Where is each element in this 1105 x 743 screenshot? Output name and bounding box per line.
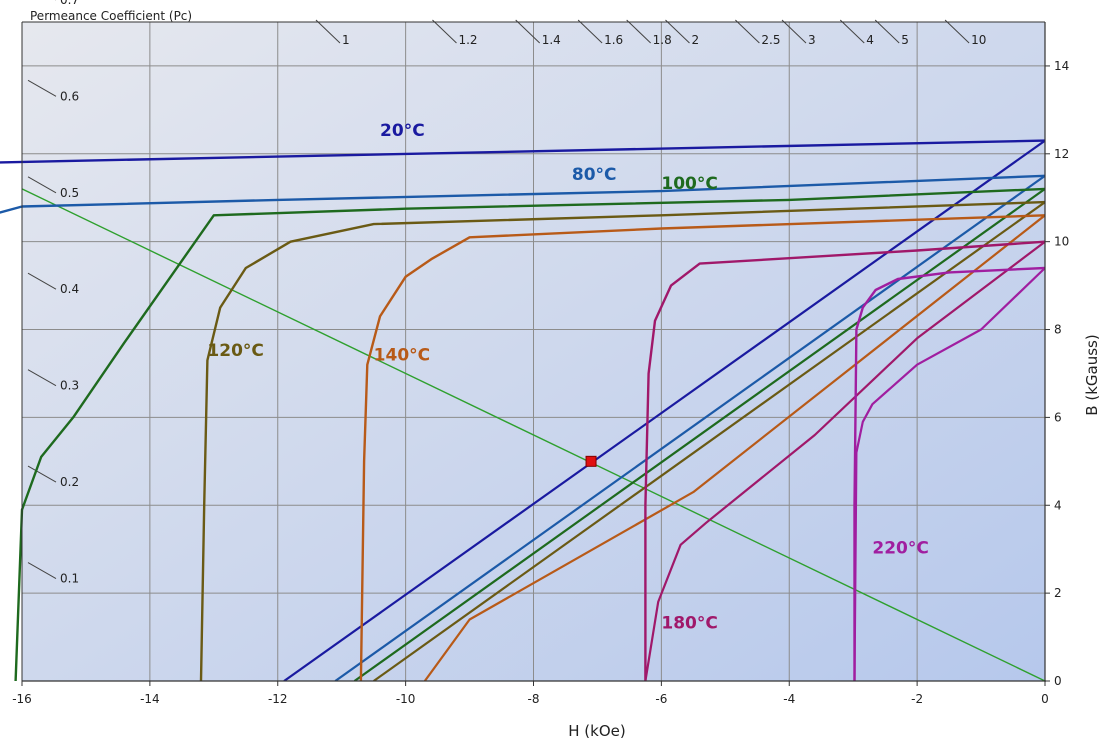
recoil-line-c120 [373, 201, 1045, 681]
x-tick-label: -8 [528, 692, 540, 706]
pc-tick-mark [515, 19, 541, 44]
pc-tick-label: 2.5 [761, 33, 780, 47]
pc-tick-mark [735, 19, 760, 44]
series-label-c100: 100°C [661, 174, 717, 194]
y-tick-label: 0 [1054, 674, 1062, 688]
y-tick-label: 2 [1054, 586, 1062, 600]
plot-curves [0, 139, 1045, 681]
temperature-labels: 20°C 80°C 100°C 120°C 140°C 180°C 220°C [207, 121, 928, 633]
series-label-c120: 120°C [207, 341, 263, 361]
recoil-line-c140 [423, 214, 1045, 681]
pc-tick-label: 1.4 [542, 33, 561, 47]
pc-tick-label: 0.6 [60, 89, 79, 103]
pc-tick-label: 0.2 [60, 475, 79, 489]
pc-tick-label: 5 [901, 33, 909, 47]
pc-tick-mark [626, 19, 651, 44]
y-tick-label: 4 [1054, 498, 1062, 512]
pc-tick-mark [781, 19, 807, 44]
demag-curve-c80 [0, 174, 1045, 214]
pc-tick-label: 1.6 [604, 33, 623, 47]
x-tick-label: 0 [1041, 692, 1049, 706]
pc-axis-title: Permeance Coefficient (Pc) [30, 9, 192, 23]
series-label-c180: 180°C [661, 613, 717, 633]
demag-curve-c100 [14, 187, 1045, 681]
pc-tick-mark [27, 79, 57, 97]
y-tick-label: 8 [1054, 323, 1062, 337]
pc-tick-label: 1 [342, 33, 350, 47]
pc-tick-label: 0.7 [60, 0, 79, 7]
y-tick-label: 10 [1054, 235, 1069, 249]
pc-tick-mark [944, 19, 970, 44]
recoil-line-c180 [644, 240, 1045, 681]
pc-tick-mark [27, 176, 57, 194]
pc-tick-mark [27, 562, 57, 579]
pc-tick-label: 4 [866, 33, 874, 47]
operating-point-marker [585, 455, 597, 467]
x-tick-label: -12 [268, 692, 288, 706]
recoil-line-c20 [283, 139, 1045, 681]
permeance-coefficient-scale: 11.21.41.61.822.5345100.90.80.70.60.50.4… [27, 0, 986, 586]
pc-tick-label: 1.2 [458, 33, 477, 47]
pc-tick-label: 0.1 [60, 572, 79, 586]
pc-tick-mark [315, 19, 341, 44]
x-axis-title: H (kOe) [568, 722, 625, 740]
demag-curve-c180 [644, 240, 1045, 681]
pc-tick-mark [27, 369, 57, 387]
series-label-c140: 140°C [374, 345, 430, 365]
load-line [21, 188, 1045, 681]
pc-tick-label: 0.4 [60, 282, 79, 296]
demag-curve-c20 [0, 139, 1045, 164]
y-axis-title: B (kGauss) [1083, 334, 1101, 415]
pc-tick-mark [27, 465, 57, 483]
pc-tick-label: 0.5 [60, 186, 79, 200]
pc-tick-label: 3 [808, 33, 816, 47]
x-tick-label: -6 [655, 692, 667, 706]
pc-tick-mark [874, 19, 900, 44]
gridlines [22, 22, 1045, 681]
recoil-line-c100 [353, 188, 1045, 681]
pc-tick-label: 2 [691, 33, 699, 47]
x-tick-label: -4 [783, 692, 795, 706]
pc-tick-mark [27, 272, 57, 290]
pc-tick-label: 10 [971, 33, 986, 47]
pc-tick-mark [665, 19, 690, 44]
pc-tick-mark [839, 19, 865, 44]
recoil-line-c80 [334, 174, 1045, 681]
series-label-c20: 20°C [380, 121, 425, 141]
pc-tick-label: 0.3 [60, 379, 79, 393]
y-tick-label: 6 [1054, 410, 1062, 424]
pc-tick-mark [432, 19, 457, 44]
pc-tick-mark [577, 19, 603, 44]
recoil-line-c220 [853, 267, 1045, 681]
series-label-c220: 220°C [872, 539, 928, 559]
demag-curve-c220 [853, 266, 1045, 681]
x-tick-label: -10 [396, 692, 416, 706]
y-tick-label: 14 [1054, 59, 1069, 73]
series-label-c80: 80°C [572, 165, 617, 185]
x-tick-label: -14 [140, 692, 160, 706]
demag-curve-c140 [359, 214, 1045, 681]
pc-tick-label: 1.8 [653, 33, 672, 47]
y-tick-label: 12 [1054, 147, 1069, 161]
x-tick-label: -16 [12, 692, 32, 706]
x-tick-label: -2 [911, 692, 923, 706]
demag-curve-c120 [199, 200, 1045, 681]
